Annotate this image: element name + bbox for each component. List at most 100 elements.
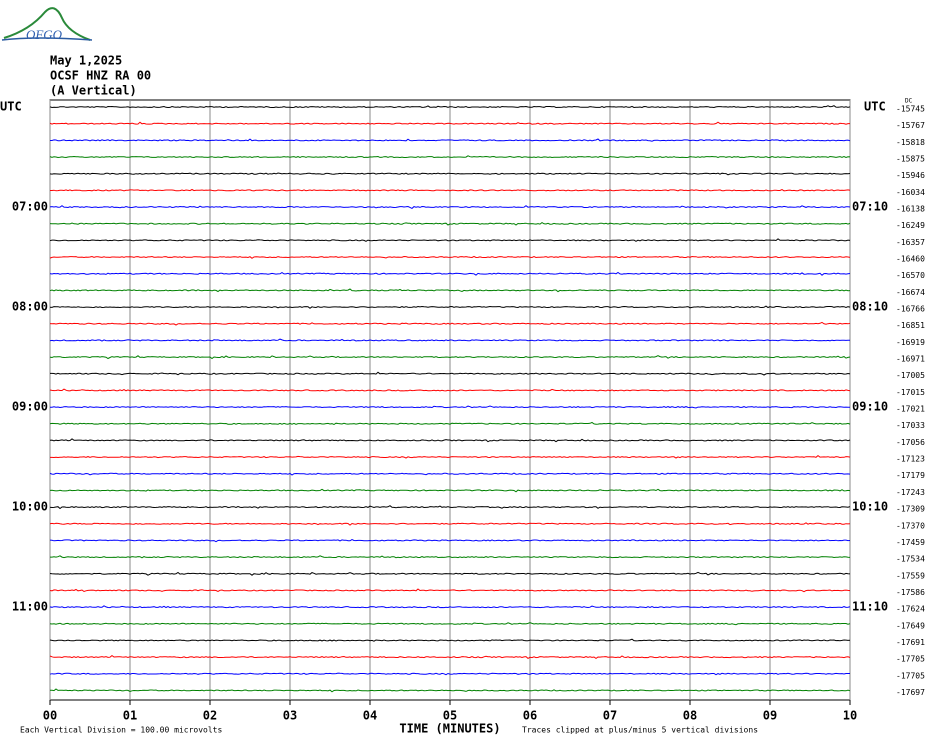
right-time-label: 08:10 (852, 300, 888, 314)
right-time-label: UTC (864, 100, 886, 114)
x-tick-label: 10 (843, 709, 857, 723)
trace (49, 571, 851, 576)
logo: OFGO (26, 27, 63, 42)
offset-label: -17056 (896, 438, 925, 447)
title-line: OCSF HNZ RA 00 (50, 69, 151, 83)
offset-label: -17534 (896, 555, 925, 564)
trace (50, 138, 851, 142)
trace (49, 321, 851, 326)
left-time-label: 10:00 (12, 500, 48, 514)
offset-label: -15875 (896, 155, 925, 164)
dc-label: DC (905, 98, 913, 105)
offset-label: -15818 (896, 138, 925, 147)
trace (49, 255, 851, 259)
offset-label: -15946 (896, 171, 925, 180)
offset-label: -17370 (896, 521, 925, 530)
right-time-label: 10:10 (852, 500, 888, 514)
trace (49, 472, 851, 476)
offset-label: -17705 (896, 671, 925, 680)
trace (49, 221, 851, 226)
x-tick-label: 07 (603, 709, 617, 723)
offset-label: -17624 (896, 605, 925, 614)
trace (49, 438, 851, 443)
offset-label: -17705 (896, 655, 925, 664)
x-tick-label: 05 (443, 709, 457, 723)
offset-label: -16249 (896, 221, 925, 230)
trace (49, 355, 851, 360)
offset-label: -17243 (896, 488, 925, 497)
x-tick-label: 04 (363, 709, 377, 723)
trace (49, 622, 851, 626)
title-line: May 1,2025 (50, 54, 122, 68)
offset-label: -15745 (896, 105, 925, 114)
offset-label: -17459 (896, 538, 925, 547)
offset-label: -17309 (896, 505, 925, 514)
trace (50, 555, 851, 559)
offset-label: -16919 (896, 338, 925, 347)
footer-left: Each Vertical Division = 100.00 microvol… (20, 726, 222, 735)
left-time-label: 07:00 (12, 200, 48, 214)
trace (49, 271, 851, 276)
offset-label: -17015 (896, 388, 925, 397)
trace (49, 638, 851, 642)
offset-label: -17586 (896, 588, 925, 597)
offset-label: -16034 (896, 188, 925, 197)
left-time-label: 08:00 (12, 300, 48, 314)
trace (49, 305, 851, 309)
title-line: (A Vertical) (50, 84, 137, 98)
trace (50, 454, 851, 459)
trace (49, 672, 850, 676)
trace (49, 172, 851, 176)
offset-label: -17559 (896, 571, 925, 580)
footer-right: Traces clipped at plus/minus 5 vertical … (522, 726, 758, 735)
trace (49, 588, 851, 593)
left-time-label: 11:00 (12, 600, 48, 614)
trace (49, 688, 851, 693)
trace (50, 188, 851, 192)
x-tick-label: 03 (283, 709, 297, 723)
trace (49, 505, 851, 510)
offset-label: -17021 (896, 405, 925, 414)
trace (49, 539, 851, 543)
offset-label: -16460 (896, 255, 925, 264)
offset-label: -17649 (896, 621, 925, 630)
trace (49, 522, 851, 526)
trace (49, 105, 851, 109)
x-tick-label: 06 (523, 709, 537, 723)
offset-label: -17123 (896, 455, 925, 464)
trace (50, 371, 851, 376)
offset-label: -16357 (896, 238, 925, 247)
x-tick-label: 00 (43, 709, 57, 723)
logo-arc (3, 7, 91, 41)
trace (49, 654, 851, 660)
trace (49, 421, 851, 426)
offset-label: -15767 (896, 121, 925, 130)
offset-label: -16766 (896, 305, 925, 314)
x-tick-label: 01 (123, 709, 137, 723)
trace (49, 388, 851, 392)
trace (49, 605, 851, 609)
trace (49, 238, 851, 242)
offset-label: -16674 (896, 288, 925, 297)
right-time-label: 11:10 (852, 600, 888, 614)
offset-label: -17179 (896, 471, 925, 480)
trace (49, 205, 851, 209)
trace (49, 288, 851, 293)
right-time-label: 07:10 (852, 200, 888, 214)
offset-label: -17697 (896, 688, 925, 697)
offset-label: -17691 (896, 638, 925, 647)
trace (50, 405, 850, 409)
left-time-label: 09:00 (12, 400, 48, 414)
x-axis-label: TIME (MINUTES) (399, 722, 500, 736)
offset-label: -16971 (896, 355, 925, 364)
logo-wave (1, 37, 93, 41)
x-tick-label: 09 (763, 709, 777, 723)
right-time-label: 09:10 (852, 400, 888, 414)
offset-label: -16138 (896, 205, 925, 214)
trace (49, 338, 851, 342)
x-tick-label: 02 (203, 709, 217, 723)
left-time-label: UTC (0, 100, 22, 114)
offset-label: -16851 (896, 321, 925, 330)
trace (49, 155, 851, 159)
